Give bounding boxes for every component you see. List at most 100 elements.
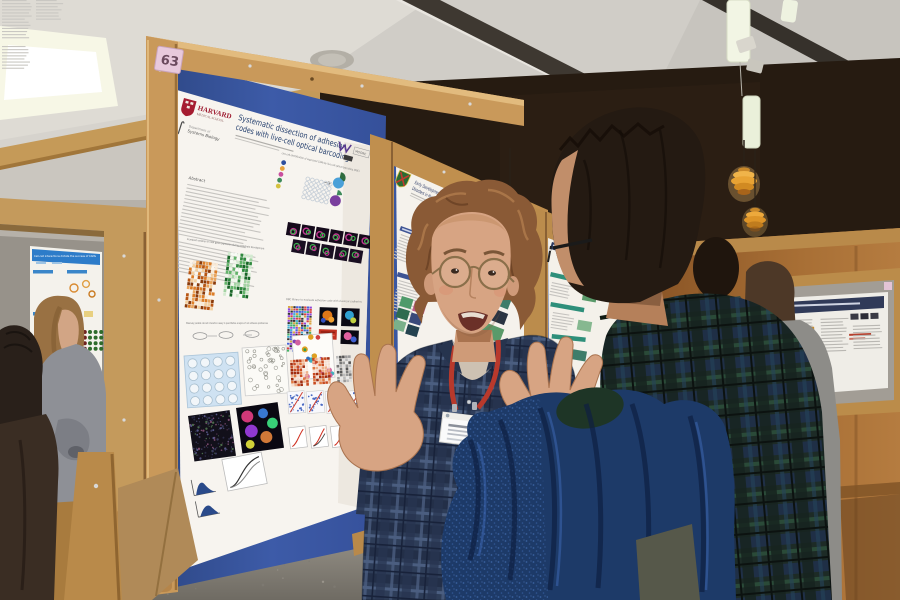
texture <box>321 404 323 406</box>
texture <box>306 322 309 325</box>
texture <box>317 400 320 403</box>
texture <box>204 451 207 454</box>
screw <box>93 483 99 489</box>
texture <box>198 264 202 269</box>
texture <box>201 448 203 450</box>
texture <box>246 359 251 364</box>
texture <box>327 375 331 378</box>
texture <box>227 393 238 404</box>
texture <box>187 358 198 369</box>
texture <box>186 285 190 290</box>
texture <box>187 278 191 282</box>
texture <box>320 393 322 396</box>
texture <box>205 287 209 292</box>
texture <box>249 254 253 259</box>
texture <box>306 311 310 314</box>
texture <box>295 317 299 320</box>
texture <box>179 222 264 241</box>
texture <box>354 252 360 258</box>
texture <box>99 341 104 346</box>
stubble <box>440 306 502 337</box>
texture <box>348 370 352 373</box>
texture <box>196 448 199 451</box>
pie-chart <box>332 172 346 189</box>
texture <box>182 205 262 222</box>
texture <box>308 560 310 562</box>
texture <box>339 373 343 377</box>
texture <box>88 330 92 334</box>
texture <box>266 346 272 352</box>
texture <box>213 273 217 278</box>
texture <box>229 263 233 267</box>
texture <box>220 424 222 426</box>
texture <box>310 196 315 202</box>
texture <box>294 380 297 384</box>
university-logo-icon <box>338 141 352 154</box>
texture <box>286 345 290 348</box>
texture <box>289 338 293 341</box>
texture <box>215 423 217 426</box>
texture <box>2 21 29 23</box>
texture <box>194 305 198 309</box>
texture <box>217 417 220 420</box>
texture <box>292 319 296 322</box>
texture <box>287 315 291 318</box>
texture <box>287 312 291 315</box>
texture <box>205 427 208 430</box>
texture <box>303 348 307 352</box>
dark-logo <box>343 154 354 162</box>
texture <box>315 372 319 376</box>
texture <box>235 271 239 275</box>
texture <box>313 183 319 188</box>
texture <box>194 301 198 306</box>
cardboard-sheet <box>118 468 198 600</box>
texture <box>203 280 207 284</box>
texture <box>230 450 233 453</box>
texture <box>36 6 58 8</box>
dept-line: Department of <box>188 124 211 134</box>
texture <box>206 446 209 449</box>
texture <box>215 413 218 416</box>
texture <box>289 340 293 343</box>
texture <box>211 424 213 427</box>
texture <box>200 302 204 306</box>
texture <box>218 428 220 430</box>
texture <box>193 279 197 283</box>
texture <box>292 326 296 329</box>
nose <box>469 267 477 299</box>
cell-image <box>319 307 338 326</box>
shape <box>267 417 278 429</box>
texture <box>312 369 316 373</box>
texture <box>188 300 192 305</box>
texture <box>228 437 231 440</box>
texture <box>208 416 211 420</box>
texture <box>552 314 575 320</box>
pendant-lamp <box>728 140 760 202</box>
authors-line <box>234 137 280 151</box>
texture <box>198 435 201 439</box>
cheek <box>439 285 453 295</box>
texture <box>296 365 300 369</box>
texture <box>197 275 201 280</box>
texture <box>295 308 299 311</box>
crest-logo <box>395 169 412 188</box>
texture <box>252 353 257 358</box>
texture <box>293 308 296 311</box>
texture <box>315 366 319 370</box>
texture <box>305 374 309 377</box>
texture <box>324 363 328 366</box>
texture <box>99 330 104 334</box>
texture <box>351 251 359 259</box>
texture <box>239 286 243 291</box>
texture <box>178 226 247 242</box>
texture <box>189 260 193 264</box>
texture <box>292 331 296 334</box>
texture <box>203 283 207 288</box>
texture <box>298 326 301 329</box>
lamp-shade <box>750 207 760 213</box>
texture <box>289 406 291 408</box>
lanyard-strap <box>476 339 501 410</box>
texture <box>203 276 207 281</box>
texture <box>340 379 343 383</box>
shape <box>736 36 757 53</box>
